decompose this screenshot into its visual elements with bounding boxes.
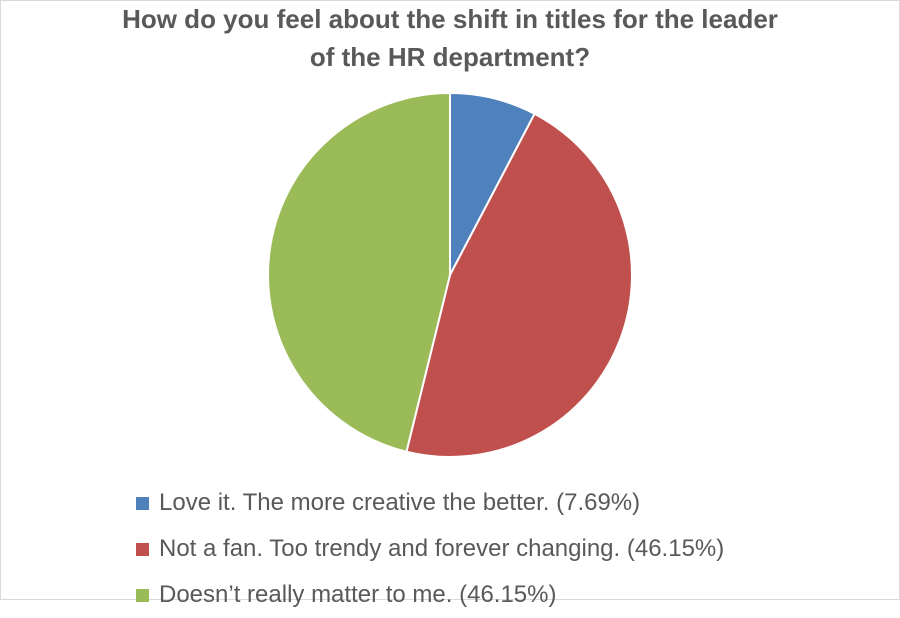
legend: Love it. The more creative the better. (… (136, 480, 724, 618)
legend-item: Doesn’t really matter to me. (46.15%) (136, 572, 724, 618)
legend-swatch (136, 542, 149, 556)
legend-item: Love it. The more creative the better. (… (136, 480, 724, 526)
pie-chart (267, 91, 633, 458)
legend-label: Love it. The more creative the better. (… (159, 489, 641, 516)
pie-slice (405, 112, 633, 458)
legend-swatch (136, 496, 149, 510)
legend-label: Doesn’t really matter to me. (46.15%) (159, 581, 557, 608)
legend-label: Not a fan. Too trendy and forever changi… (159, 535, 725, 562)
pie-slice (267, 91, 451, 453)
legend-item: Not a fan. Too trendy and forever changi… (136, 526, 724, 572)
chart-title: How do you feel about the shift in title… (122, 4, 778, 72)
legend-swatch (136, 588, 149, 602)
